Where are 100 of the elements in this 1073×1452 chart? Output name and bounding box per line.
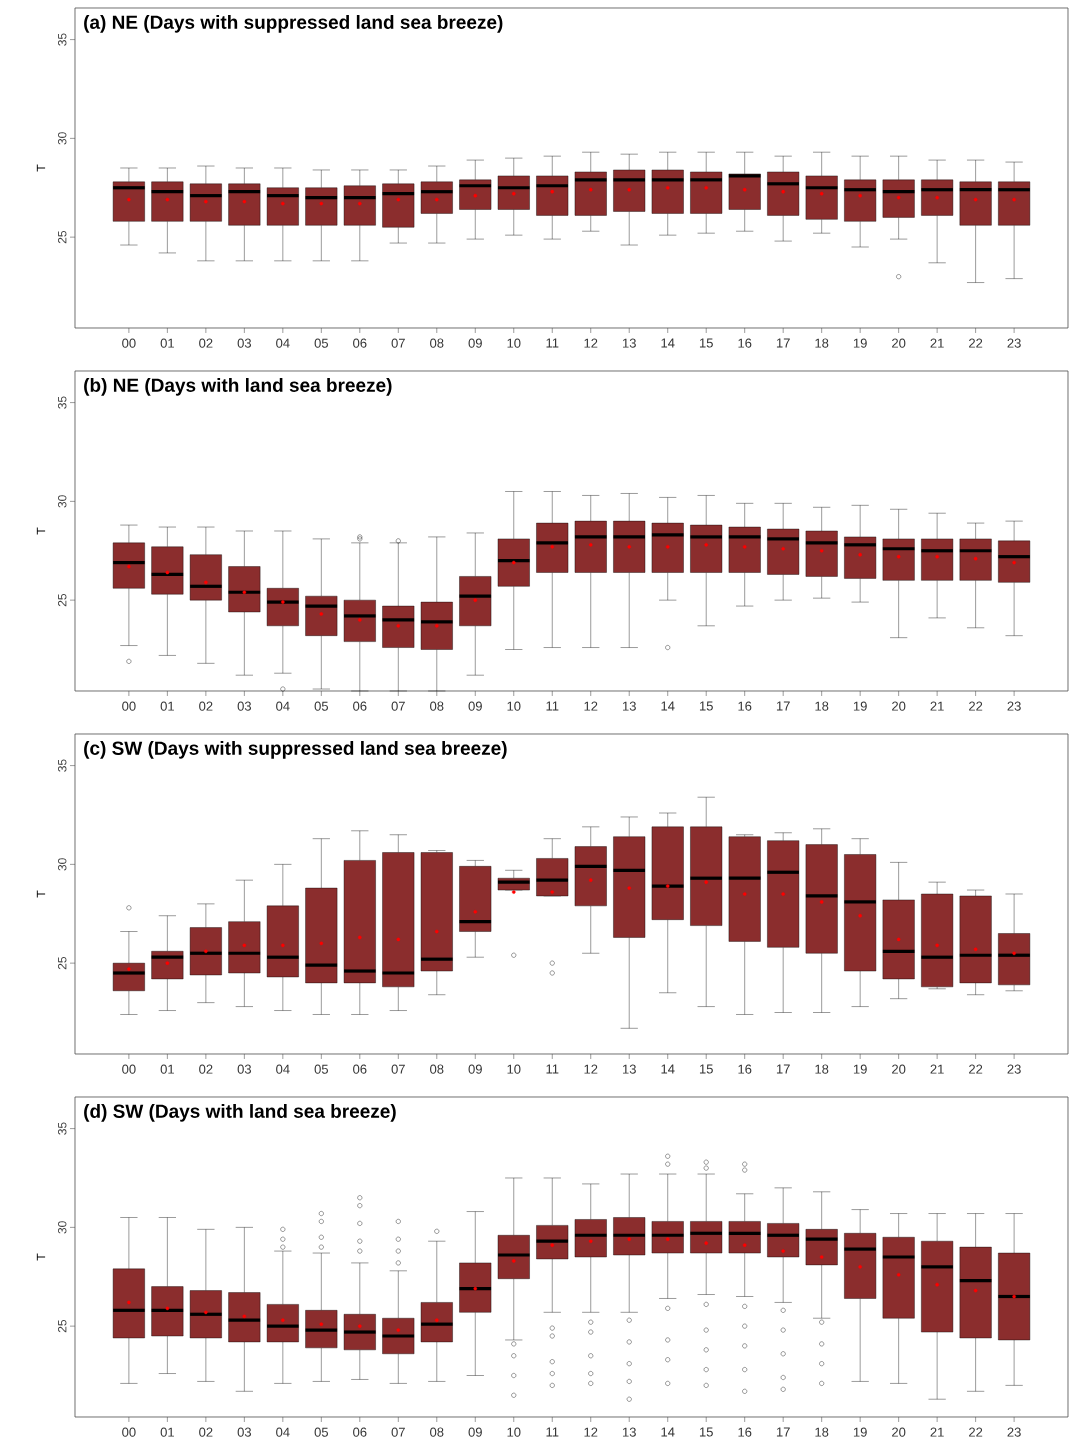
x-tick-label: 09 [468, 701, 482, 711]
x-tick-label: 08 [430, 1427, 444, 1437]
x-tick-label: 10 [507, 1064, 521, 1074]
x-tick-label: 07 [391, 338, 405, 348]
y-tick-label: 30 [57, 858, 67, 871]
x-tick-label: 09 [468, 1064, 482, 1074]
x-tick-label: 07 [391, 1427, 405, 1437]
x-tick-label: 18 [815, 1064, 829, 1074]
x-tick-label: 18 [815, 701, 829, 711]
x-tick-label: 17 [776, 701, 790, 711]
x-tick-label: 18 [815, 338, 829, 348]
y-tick-label: 30 [57, 495, 67, 508]
y-tick-label: 25 [57, 956, 67, 970]
x-tick-label: 11 [546, 1064, 559, 1074]
x-tick-label: 03 [237, 1427, 252, 1437]
x-tick-label: 10 [507, 1427, 521, 1437]
x-tick-label: 08 [430, 338, 444, 348]
x-tick-label: 03 [237, 701, 252, 711]
chart-title: (b) NE (Days with land sea breeze) [84, 377, 392, 396]
x-tick-label: 01 [160, 1427, 174, 1437]
x-tick-label: 04 [276, 1064, 290, 1074]
y-axis-title: T [36, 164, 46, 172]
x-tick-label: 20 [892, 701, 906, 711]
y-tick-label: 25 [57, 593, 67, 607]
x-tick-label: 23 [1007, 338, 1021, 348]
x-tick-label: 19 [853, 1427, 867, 1437]
x-tick-label: 13 [622, 1064, 636, 1074]
x-tick-label: 16 [738, 338, 752, 348]
x-tick-label: 00 [122, 338, 136, 348]
x-tick-label: 09 [468, 338, 482, 348]
x-tick-label: 20 [892, 338, 906, 348]
x-tick-label: 04 [276, 701, 290, 711]
x-tick-label: 12 [584, 338, 598, 348]
x-tick-label: 19 [853, 701, 867, 711]
x-tick-label: 22 [969, 1064, 983, 1074]
x-tick-label: 12 [584, 1427, 598, 1437]
x-tick-label: 08 [430, 701, 444, 711]
x-tick-label: 16 [738, 701, 752, 711]
y-tick-label: 30 [57, 132, 67, 145]
x-tick-label: 04 [276, 1427, 290, 1437]
y-tick-label: 35 [57, 396, 67, 409]
chart-title: (a) NE (Days with suppressed land sea breeze) [84, 14, 503, 33]
x-tick-label: 00 [122, 701, 136, 711]
x-tick-label: 16 [738, 1064, 752, 1074]
x-tick-label: 09 [468, 1427, 482, 1437]
x-tick-label: 20 [892, 1427, 906, 1437]
x-tick-label: 11 [546, 338, 559, 348]
y-axis-title: T [36, 890, 46, 898]
x-tick-label: 02 [199, 701, 213, 711]
x-tick-label: 08 [430, 1064, 444, 1074]
x-tick-label: 13 [622, 701, 636, 711]
x-tick-label: 13 [622, 338, 636, 348]
y-tick-label: 35 [57, 33, 67, 46]
x-tick-label: 06 [353, 701, 367, 711]
x-tick-label: 06 [353, 1427, 367, 1437]
x-tick-label: 05 [314, 1427, 328, 1437]
x-tick-label: 12 [584, 1064, 598, 1074]
x-tick-label: 00 [122, 1427, 136, 1437]
x-tick-label: 23 [1007, 1064, 1021, 1074]
chart-title: (c) SW (Days with suppressed land sea breeze) [84, 740, 507, 759]
x-tick-label: 07 [391, 1064, 405, 1074]
y-tick-label: 25 [57, 230, 67, 244]
x-tick-label: 23 [1007, 1427, 1021, 1437]
x-tick-label: 16 [738, 1427, 752, 1437]
x-tick-label: 07 [391, 701, 405, 711]
y-tick-label: 30 [57, 1221, 67, 1234]
x-tick-label: 06 [353, 338, 367, 348]
x-tick-label: 19 [853, 1064, 867, 1074]
y-axis-title: T [36, 1253, 46, 1261]
x-tick-label: 13 [622, 1427, 636, 1437]
x-tick-label: 03 [237, 1064, 252, 1074]
x-tick-label: 02 [199, 1427, 213, 1437]
x-tick-label: 01 [160, 701, 174, 711]
x-tick-label: 10 [507, 338, 521, 348]
y-tick-label: 35 [57, 759, 67, 772]
x-tick-label: 14 [661, 338, 675, 348]
x-tick-label: 17 [776, 338, 790, 348]
x-tick-label: 21 [930, 1064, 944, 1074]
x-tick-label: 01 [160, 338, 174, 348]
x-tick-label: 05 [314, 701, 328, 711]
x-tick-label: 21 [930, 338, 944, 348]
x-tick-label: 01 [160, 1064, 174, 1074]
chart-title: (d) SW (Days with land sea breeze) [84, 1103, 396, 1122]
x-tick-label: 20 [892, 1064, 906, 1074]
x-tick-label: 18 [815, 1427, 829, 1437]
x-tick-label: 10 [507, 701, 521, 711]
y-tick-label: 35 [57, 1122, 67, 1135]
x-tick-label: 06 [353, 1064, 367, 1074]
x-tick-label: 15 [699, 338, 713, 348]
x-tick-label: 15 [699, 1064, 713, 1074]
x-tick-label: 17 [776, 1427, 790, 1437]
x-tick-label: 14 [661, 701, 675, 711]
x-tick-label: 14 [661, 1064, 675, 1074]
x-tick-label: 12 [584, 701, 598, 711]
x-tick-label: 05 [314, 338, 328, 348]
x-tick-label: 05 [314, 1064, 328, 1074]
x-tick-label: 17 [776, 1064, 790, 1074]
x-tick-label: 21 [930, 1427, 944, 1437]
x-tick-label: 22 [969, 338, 983, 348]
x-tick-label: 15 [699, 701, 713, 711]
